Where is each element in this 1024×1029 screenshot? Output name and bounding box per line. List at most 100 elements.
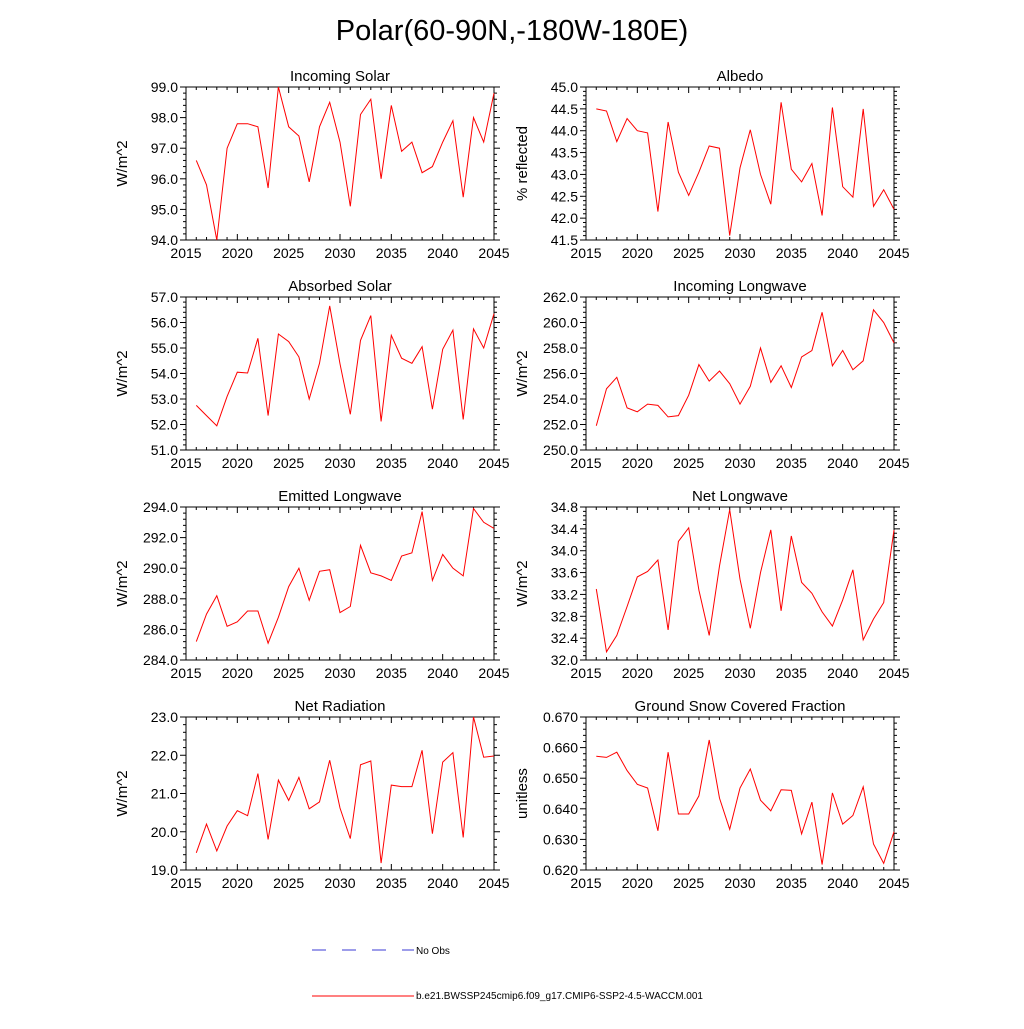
y-tick-label: 98.0 bbox=[151, 110, 178, 126]
x-tick-label: 2025 bbox=[273, 875, 304, 891]
y-tick-label: 262.0 bbox=[543, 289, 578, 305]
x-tick-label: 2035 bbox=[776, 455, 807, 471]
series-line bbox=[195, 86, 495, 241]
y-tick-label: 0.650 bbox=[543, 770, 578, 786]
legend-series-label: b.e21.BWSSP245cmip6.f09_g17.CMIP6-SSP2-4… bbox=[416, 991, 703, 1002]
x-tick-label: 2040 bbox=[827, 875, 858, 891]
y-tick-label: 55.0 bbox=[151, 340, 178, 356]
y-tick-label: 288.0 bbox=[143, 591, 178, 607]
x-tick-label: 2040 bbox=[427, 875, 458, 891]
panel-title: Net Radiation bbox=[295, 698, 386, 715]
y-tick-label: 53.0 bbox=[151, 391, 178, 407]
y-axis-label: W/m^2 bbox=[114, 350, 131, 396]
series-line bbox=[595, 308, 895, 426]
x-tick-label: 2030 bbox=[724, 875, 755, 891]
plot-frame bbox=[585, 716, 895, 871]
y-axis-label: W/m^2 bbox=[114, 560, 131, 606]
series-line bbox=[595, 509, 895, 654]
x-tick-label: 2020 bbox=[222, 665, 253, 681]
y-tick-label: 94.0 bbox=[151, 232, 178, 248]
x-tick-label: 2030 bbox=[724, 245, 755, 261]
y-tick-label: 21.0 bbox=[151, 786, 178, 802]
y-tick-label: 57.0 bbox=[151, 289, 178, 305]
y-tick-label: 33.2 bbox=[551, 586, 578, 602]
series-line bbox=[195, 507, 495, 645]
panel-title: Emitted Longwave bbox=[278, 488, 401, 505]
y-tick-label: 95.0 bbox=[151, 201, 178, 217]
plot-frame bbox=[185, 86, 495, 241]
y-tick-label: 44.5 bbox=[551, 101, 578, 117]
y-tick-label: 54.0 bbox=[151, 366, 178, 382]
x-tick-label: 2045 bbox=[878, 875, 909, 891]
y-axis-label: W/m^2 bbox=[514, 560, 531, 606]
x-tick-label: 2045 bbox=[478, 455, 509, 471]
x-tick-label: 2020 bbox=[622, 665, 653, 681]
x-tick-label: 2035 bbox=[776, 665, 807, 681]
x-tick-label: 2015 bbox=[170, 875, 201, 891]
x-tick-label: 2040 bbox=[427, 245, 458, 261]
x-tick-label: 2045 bbox=[478, 245, 509, 261]
y-tick-label: 56.0 bbox=[151, 315, 178, 331]
y-tick-label: 96.0 bbox=[151, 171, 178, 187]
panel-title: Incoming Longwave bbox=[673, 278, 806, 295]
x-tick-label: 2030 bbox=[324, 245, 355, 261]
y-tick-label: 41.5 bbox=[551, 232, 578, 248]
y-tick-label: 52.0 bbox=[151, 417, 178, 433]
x-tick-label: 2035 bbox=[776, 875, 807, 891]
y-tick-label: 42.0 bbox=[551, 210, 578, 226]
x-tick-label: 2035 bbox=[376, 245, 407, 261]
y-tick-label: 42.5 bbox=[551, 188, 578, 204]
x-tick-label: 2020 bbox=[622, 875, 653, 891]
y-tick-label: 258.0 bbox=[543, 340, 578, 356]
x-tick-label: 2015 bbox=[170, 245, 201, 261]
y-tick-label: 51.0 bbox=[151, 442, 178, 458]
y-tick-label: 0.670 bbox=[543, 709, 578, 725]
y-tick-label: 34.4 bbox=[551, 521, 578, 537]
panel-6: Net Radiation 2015 2020 2025 2030 2035 2040 204… bbox=[114, 698, 510, 891]
x-tick-label: 2015 bbox=[170, 665, 201, 681]
y-tick-label: 32.4 bbox=[551, 630, 578, 646]
y-tick-label: 20.0 bbox=[151, 824, 178, 840]
y-tick-label: 284.0 bbox=[143, 652, 178, 668]
x-tick-label: 2025 bbox=[673, 875, 704, 891]
y-tick-label: 260.0 bbox=[543, 315, 578, 331]
y-tick-label: 97.0 bbox=[151, 140, 178, 156]
legend-no-obs-label: No Obs bbox=[416, 946, 450, 957]
x-tick-label: 2025 bbox=[673, 455, 704, 471]
plot-frame bbox=[585, 86, 895, 241]
y-axis-label: W/m^2 bbox=[114, 770, 131, 816]
y-tick-label: 32.8 bbox=[551, 608, 578, 624]
x-tick-label: 2040 bbox=[827, 245, 858, 261]
y-tick-label: 0.630 bbox=[543, 831, 578, 847]
panel-title: Net Longwave bbox=[692, 488, 788, 505]
x-tick-label: 2045 bbox=[878, 245, 909, 261]
x-tick-label: 2045 bbox=[478, 875, 509, 891]
y-tick-label: 99.0 bbox=[151, 79, 178, 95]
plot-frame bbox=[185, 296, 495, 451]
panel-2: Absorbed Solar 2015 2020 2025 2030 2035 2040 20… bbox=[114, 278, 510, 471]
x-tick-label: 2045 bbox=[878, 455, 909, 471]
y-tick-label: 22.0 bbox=[151, 747, 178, 763]
panel-5: Net Longwave 2015 2020 2025 2030 2035 2040 2045… bbox=[514, 488, 910, 681]
x-tick-label: 2020 bbox=[622, 245, 653, 261]
y-tick-label: 294.0 bbox=[143, 499, 178, 515]
series-line bbox=[195, 305, 495, 427]
y-axis-label: unitless bbox=[514, 768, 531, 819]
y-axis-label: W/m^2 bbox=[114, 140, 131, 186]
panel-0: Incoming Solar 2015 2020 2025 2030 2035 2040 20… bbox=[114, 68, 510, 261]
x-tick-label: 2035 bbox=[376, 455, 407, 471]
y-axis-label: W/m^2 bbox=[514, 350, 531, 396]
panel-4: Emitted Longwave 2015 2020 2025 2030 2035 2040… bbox=[114, 488, 510, 681]
y-tick-label: 34.8 bbox=[551, 499, 578, 515]
x-tick-label: 2020 bbox=[222, 455, 253, 471]
y-tick-label: 43.5 bbox=[551, 145, 578, 161]
plot-frame bbox=[585, 296, 895, 451]
panel-7: Ground Snow Covered Fraction 2015 2020 2025… bbox=[514, 698, 910, 891]
panel-title: Albedo bbox=[717, 68, 764, 85]
y-tick-label: 252.0 bbox=[543, 417, 578, 433]
series-line bbox=[596, 739, 895, 865]
y-tick-label: 43.0 bbox=[551, 166, 578, 182]
x-tick-label: 2030 bbox=[324, 665, 355, 681]
x-tick-label: 2025 bbox=[273, 665, 304, 681]
x-tick-label: 2020 bbox=[222, 245, 253, 261]
